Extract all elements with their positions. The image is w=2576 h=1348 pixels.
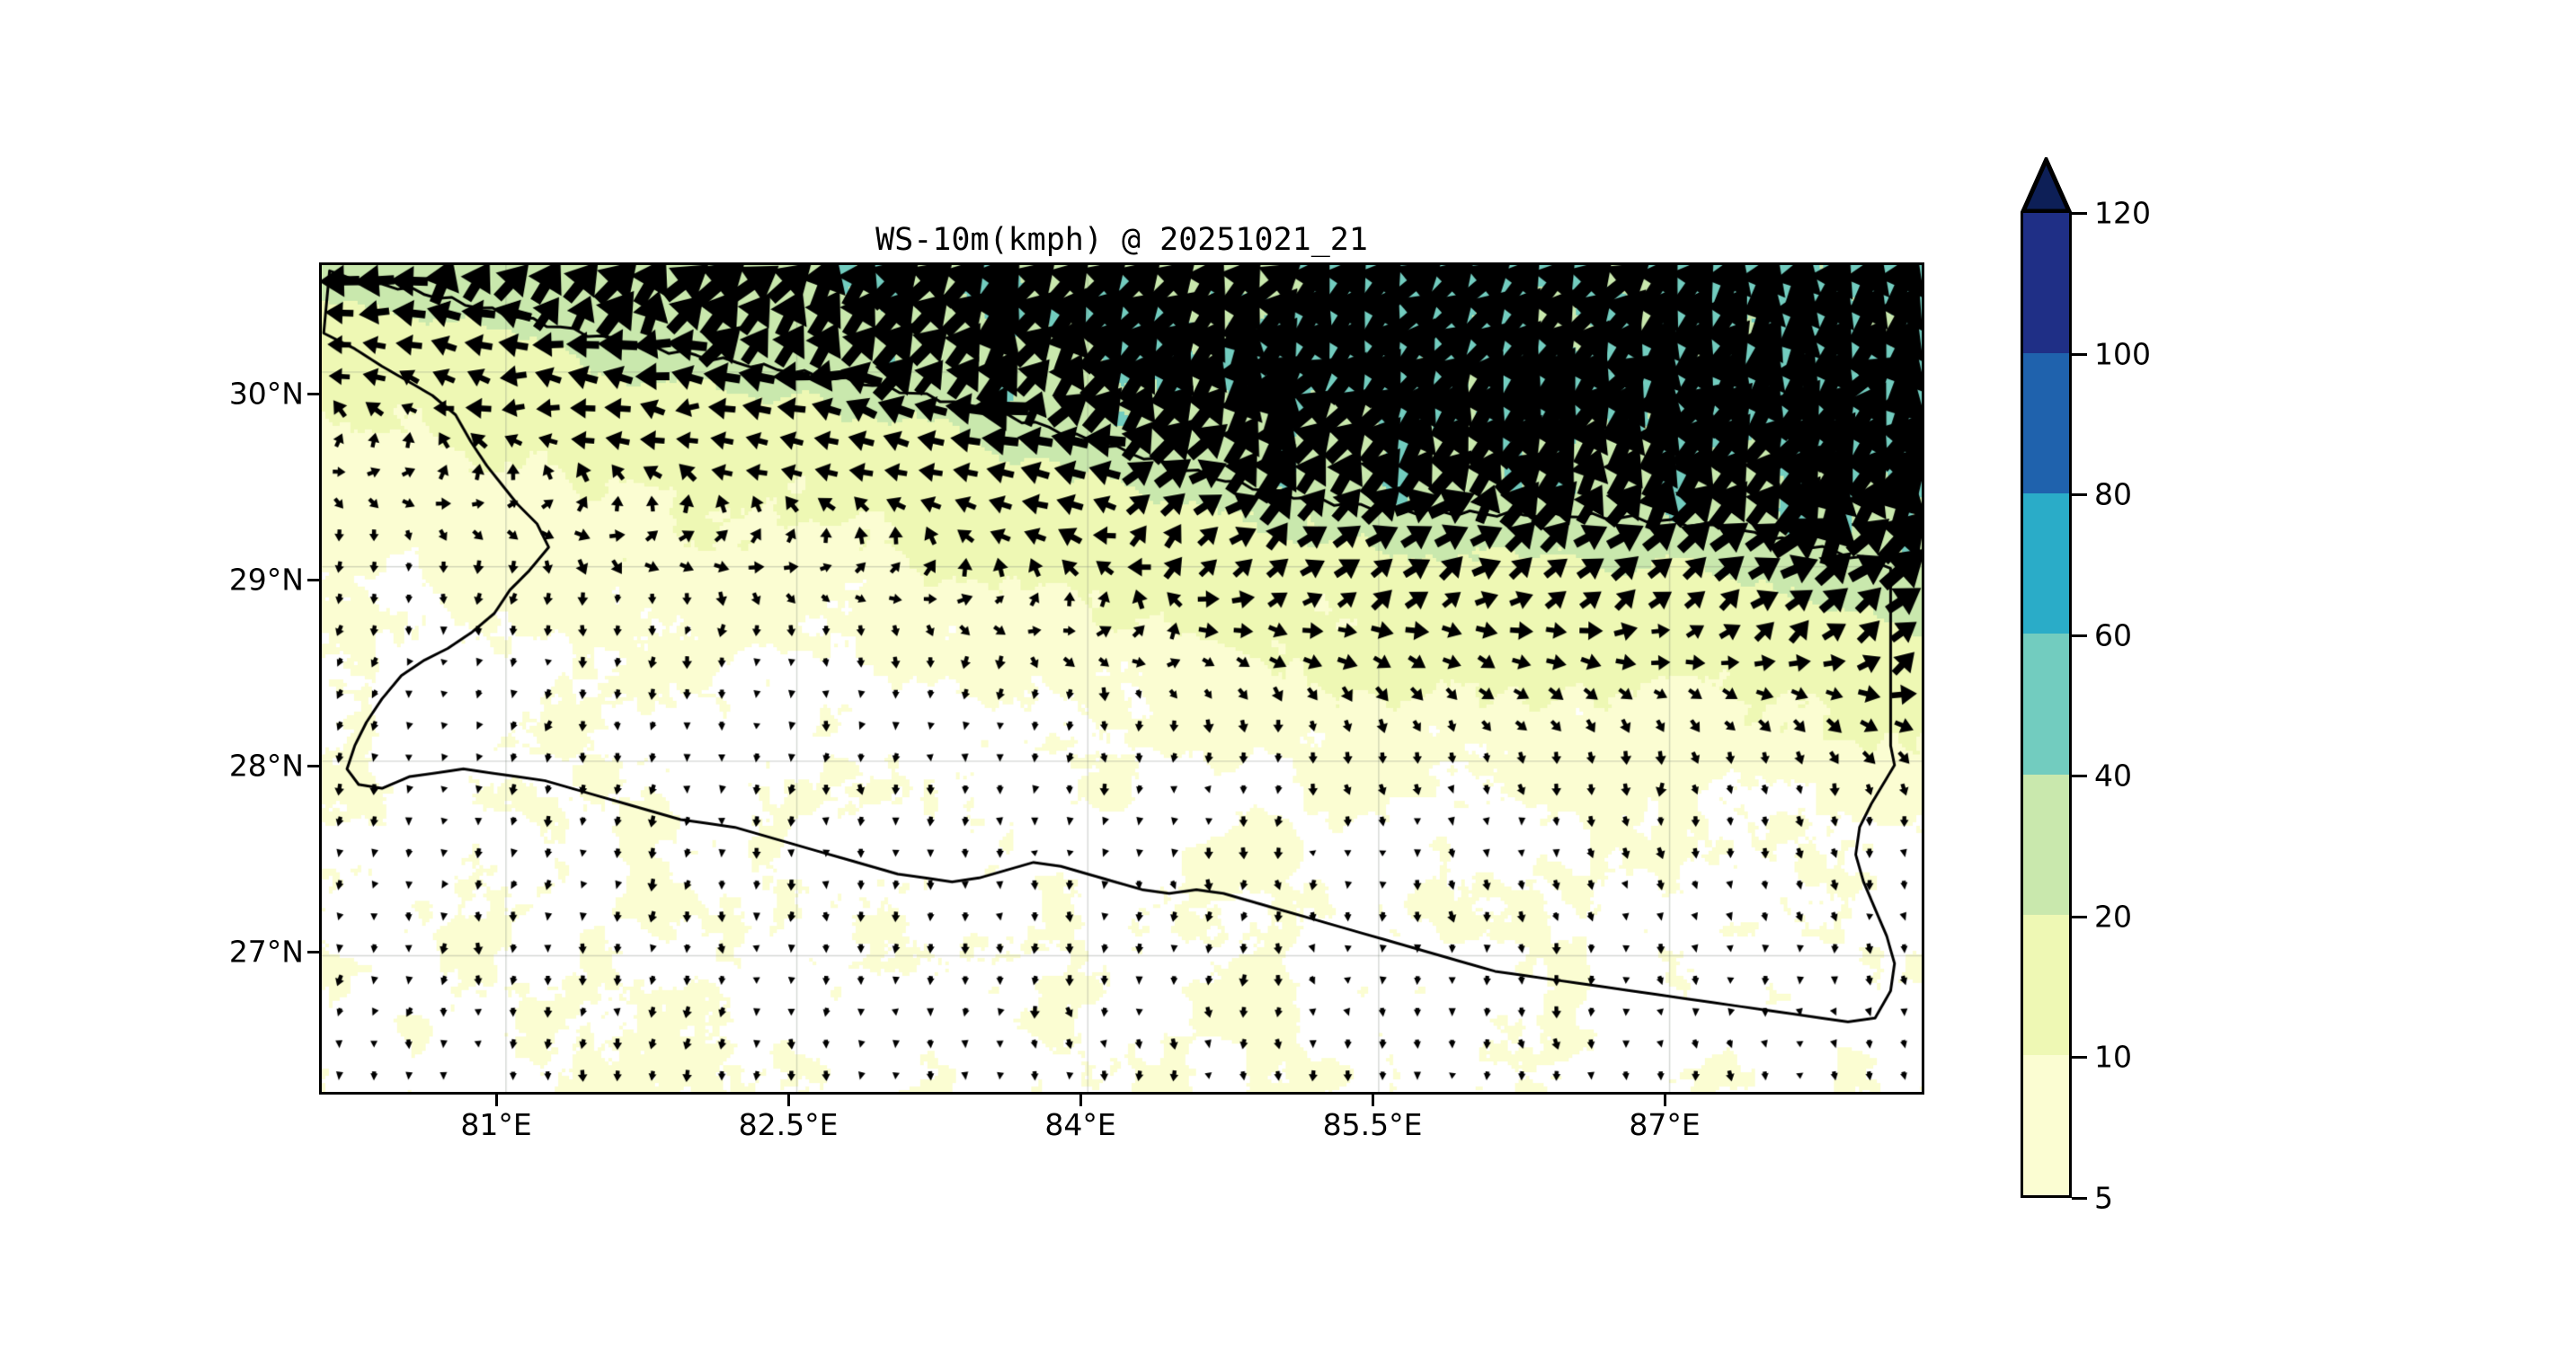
colorbar-tickmark-10 [2072,1056,2087,1060]
colorbar-extend-triangle [2021,157,2072,214]
colorbar-band-5 [2023,914,2069,1055]
colorbar-tickmark-80 [2072,493,2087,497]
colorbar-tick-label-40: 40 [2094,758,2132,794]
y-tick-label-3: 27°N [228,934,304,970]
colorbar-band-4 [2023,774,2069,915]
y-tickmark-3 [307,951,319,953]
x-tick-label-1: 82.5°E [738,1107,839,1142]
colorbar-tick-label-60: 60 [2094,617,2132,653]
wind-speed-contour-map [322,265,1922,1092]
colorbar-tick-label-100: 100 [2094,336,2151,372]
y-tickmark-2 [307,765,319,767]
x-tickmark-3 [1372,1095,1374,1106]
colorbar-extend-max-arrow [2021,157,2072,214]
colorbar-band-0 [2023,213,2069,354]
x-tickmark-2 [1079,1095,1082,1106]
colorbar-tick-label-5: 5 [2094,1180,2113,1216]
x-tick-label-3: 85.5°E [1322,1107,1423,1142]
colorbar-band-6 [2023,1054,2069,1195]
y-tickmark-0 [307,393,319,395]
y-tick-label-2: 28°N [228,748,304,784]
colorbar-band-3 [2023,634,2069,775]
colorbar-tick-label-80: 80 [2094,476,2132,512]
x-tickmark-0 [495,1095,498,1106]
y-tickmark-1 [307,579,319,581]
colorbar-tickmark-120 [2072,212,2087,215]
colorbar-tickmark-100 [2072,352,2087,356]
map-axes [319,262,1924,1095]
x-tickmark-1 [787,1095,790,1106]
x-tickmark-4 [1664,1095,1666,1106]
x-tick-label-2: 84°E [1044,1107,1116,1142]
chart-title-line1: WS-10m(kmph) @ 20251021_21 [875,221,1368,258]
colorbar-tickmark-5 [2072,1197,2087,1200]
colorbar-bands [2023,213,2069,1195]
y-tick-label-1: 29°N [228,562,304,598]
colorbar-tick-label-10: 10 [2094,1039,2132,1075]
y-tick-label-0: 30°N [228,376,304,412]
colorbar-band-1 [2023,353,2069,494]
colorbar-tickmark-40 [2072,775,2087,778]
x-tick-label-4: 87°E [1629,1107,1701,1142]
colorbar-tickmark-20 [2072,915,2087,918]
colorbar-band-2 [2023,493,2069,634]
x-tick-label-0: 81°E [460,1107,532,1142]
colorbar [2021,213,2072,1198]
colorbar-tickmark-60 [2072,634,2087,637]
colorbar-tick-label-20: 20 [2094,899,2132,935]
colorbar-tick-label-120: 120 [2094,195,2151,231]
